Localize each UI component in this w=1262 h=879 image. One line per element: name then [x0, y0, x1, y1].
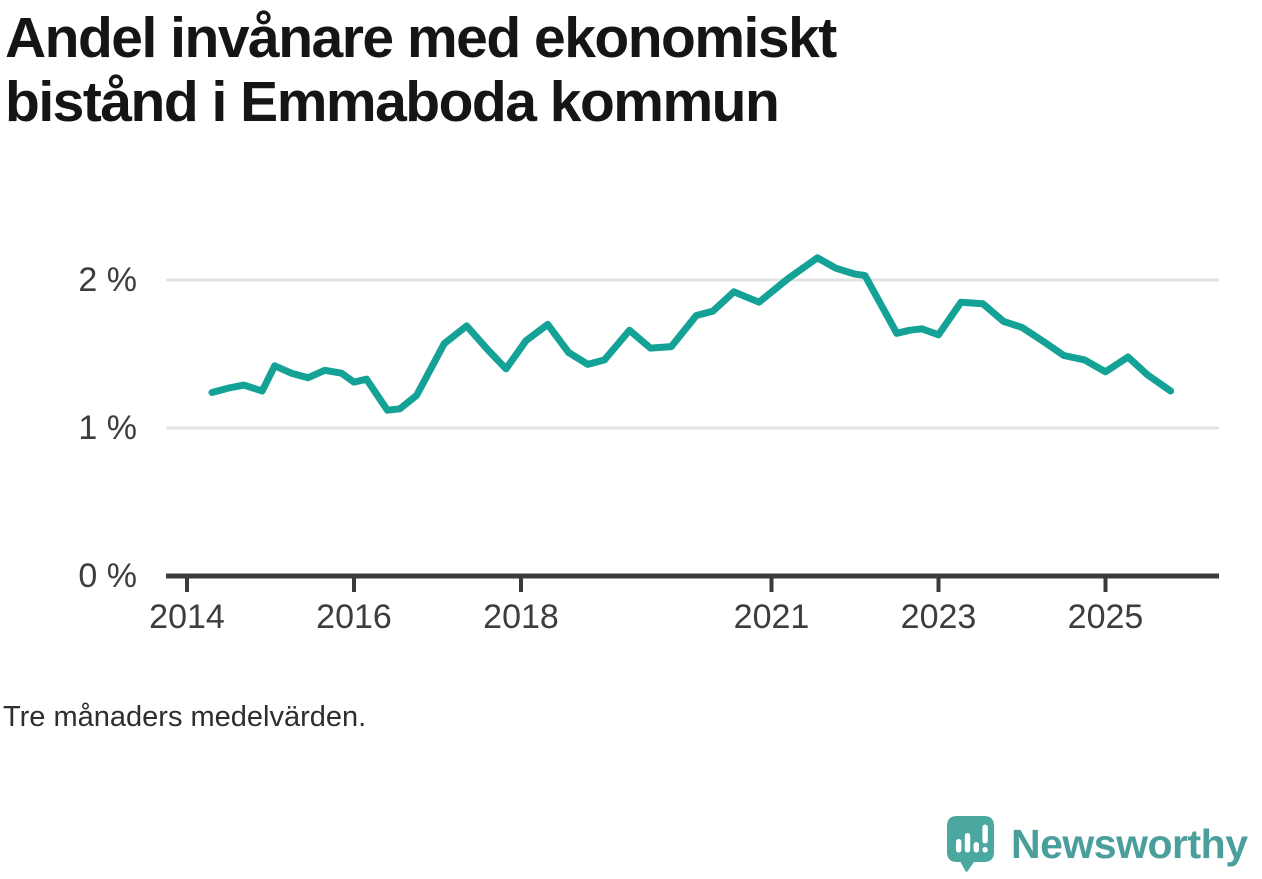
chart-title-line2: bistånd i Emmaboda kommun: [5, 70, 780, 134]
chart-title-line1: Andel invånare med ekonomiskt: [5, 6, 837, 70]
data-line-share-with-assistance: [208, 254, 1175, 414]
x-axis-tick-label-2016: 2016: [316, 598, 392, 636]
x-axis-tick-label-2023: 2023: [900, 598, 977, 636]
chart-footnote: Tre månaders medelvärden.: [3, 701, 367, 733]
x-axis-tick-label-2018: 2018: [483, 598, 559, 636]
y-axis-tick-label-2: 2 %: [78, 261, 137, 299]
newsworthy-wordmark: Newsworthy: [1011, 821, 1248, 867]
newsworthy-speech-bubble-bar-chart-icon: [947, 815, 994, 872]
newsworthy-logo: Newsworthy: [947, 812, 1259, 876]
x-axis-tick-label-2025: 2025: [1067, 598, 1144, 636]
x-axis-tick-label-2021: 2021: [733, 598, 810, 636]
y-axis-tick-label-1: 1 %: [78, 409, 137, 447]
y-axis-tick-label-0: 0 %: [78, 557, 137, 595]
x-axis-tick-label-2014: 2014: [149, 598, 225, 636]
chart-title: Andel invånare med ekonomiskt bistånd i …: [5, 6, 837, 134]
